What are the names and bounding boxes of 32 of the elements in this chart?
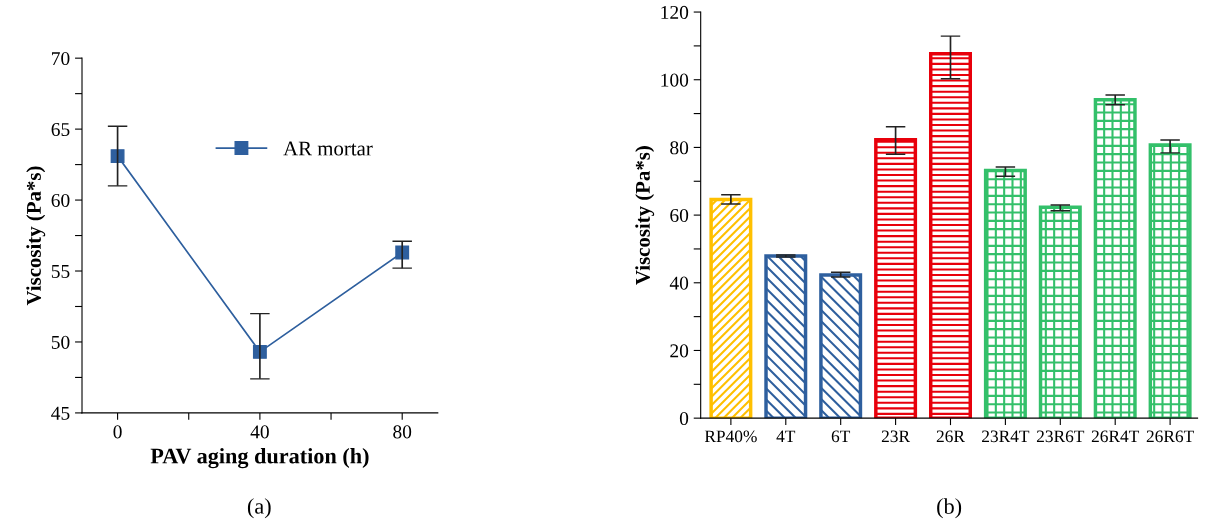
x-tick-label: 23R <box>881 430 911 443</box>
x-tick-label: 26R4T <box>1091 430 1140 443</box>
y-tick-label: 50 <box>51 335 70 349</box>
point <box>110 149 125 164</box>
y-tick-label: 20 <box>670 344 689 358</box>
y-axis-title: Viscosity (Pa*s) <box>26 166 46 306</box>
y-axis-title: Viscosity (Pa*s) <box>635 146 655 285</box>
y-tick-label: 55 <box>51 265 70 278</box>
x-tick-label: 26R6T <box>1146 430 1194 443</box>
x-tick-label: 23R6T <box>1036 430 1085 443</box>
y-tick-label: 70 <box>52 51 70 66</box>
legend-label: AR mortar <box>283 141 373 156</box>
x-tick-label: 4T <box>776 430 796 442</box>
x-tick-label: 80 <box>393 425 412 439</box>
text: (b) <box>937 498 962 519</box>
y-tick-label: 60 <box>670 208 689 223</box>
y-tick-label: 100 <box>661 73 689 87</box>
text: (a) <box>247 498 271 519</box>
x-tick-label: 0 <box>113 425 122 439</box>
y-tick-label: 0 <box>679 411 689 426</box>
x-tick-label: 26R <box>936 430 965 443</box>
y-tick-label: 40 <box>669 276 689 290</box>
y-tick-label: 65 <box>51 122 70 137</box>
x-axis-title: PAV aging duration (h) <box>150 447 369 469</box>
y-tick-label: 60 <box>51 193 70 207</box>
y-tick-label: 120 <box>661 5 689 19</box>
x-tick-label: 40 <box>250 425 269 439</box>
y-tick-label: 45 <box>51 406 70 420</box>
x-tick-label: 6T <box>831 430 851 443</box>
y-tick-label: 80 <box>670 141 689 155</box>
x-tick-label: 23R4T <box>982 430 1030 443</box>
x-tick-label: RP40% <box>704 430 757 443</box>
